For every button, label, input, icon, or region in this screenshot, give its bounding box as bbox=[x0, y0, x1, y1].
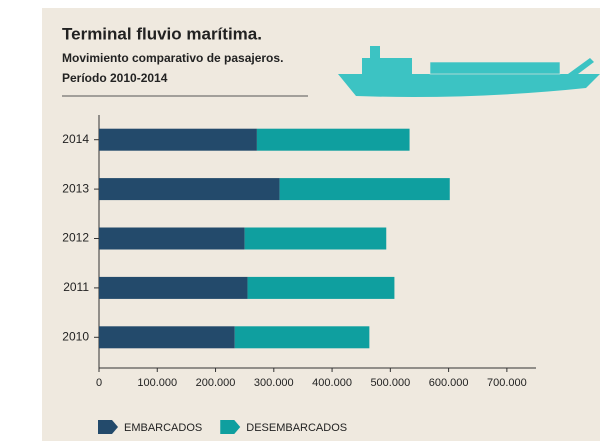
bar-segment bbox=[99, 178, 280, 200]
x-tick-label: 500.000 bbox=[370, 377, 410, 389]
bar-segment bbox=[99, 228, 245, 250]
x-tick-label: 400.000 bbox=[312, 377, 352, 389]
y-tick-label: 2010 bbox=[62, 329, 89, 343]
bar-segment bbox=[280, 178, 450, 200]
bar-segment bbox=[99, 277, 248, 299]
y-tick-label: 2014 bbox=[62, 132, 89, 146]
subtitle: Período 2010-2014 bbox=[62, 71, 168, 85]
y-tick-label: 2011 bbox=[63, 280, 89, 294]
chart-title: Terminal fluvio marítima. bbox=[62, 24, 262, 43]
x-tick-label: 200.000 bbox=[196, 377, 236, 389]
bar-segment bbox=[245, 228, 387, 250]
chart: Terminal fluvio marítima. Movimiento com… bbox=[0, 0, 613, 441]
x-tick-label: 0 bbox=[96, 377, 102, 389]
x-tick-label: 700.000 bbox=[487, 377, 527, 389]
x-tick-label: 300.000 bbox=[254, 377, 294, 389]
x-tick-label: 100.000 bbox=[137, 377, 177, 389]
bar-segment bbox=[235, 326, 370, 348]
legend-label: DESEMBARCADOS bbox=[246, 422, 347, 434]
y-tick-label: 2013 bbox=[62, 181, 89, 195]
bar-segment bbox=[99, 326, 235, 348]
bar-segment bbox=[248, 277, 395, 299]
y-tick-label: 2012 bbox=[62, 231, 89, 245]
x-tick-label: 600.000 bbox=[429, 377, 469, 389]
subtitle: Movimiento comparativo de pasajeros. bbox=[62, 51, 283, 65]
bar-segment bbox=[99, 129, 257, 151]
bar-segment bbox=[257, 129, 410, 151]
legend-label: EMBARCADOS bbox=[124, 422, 202, 434]
